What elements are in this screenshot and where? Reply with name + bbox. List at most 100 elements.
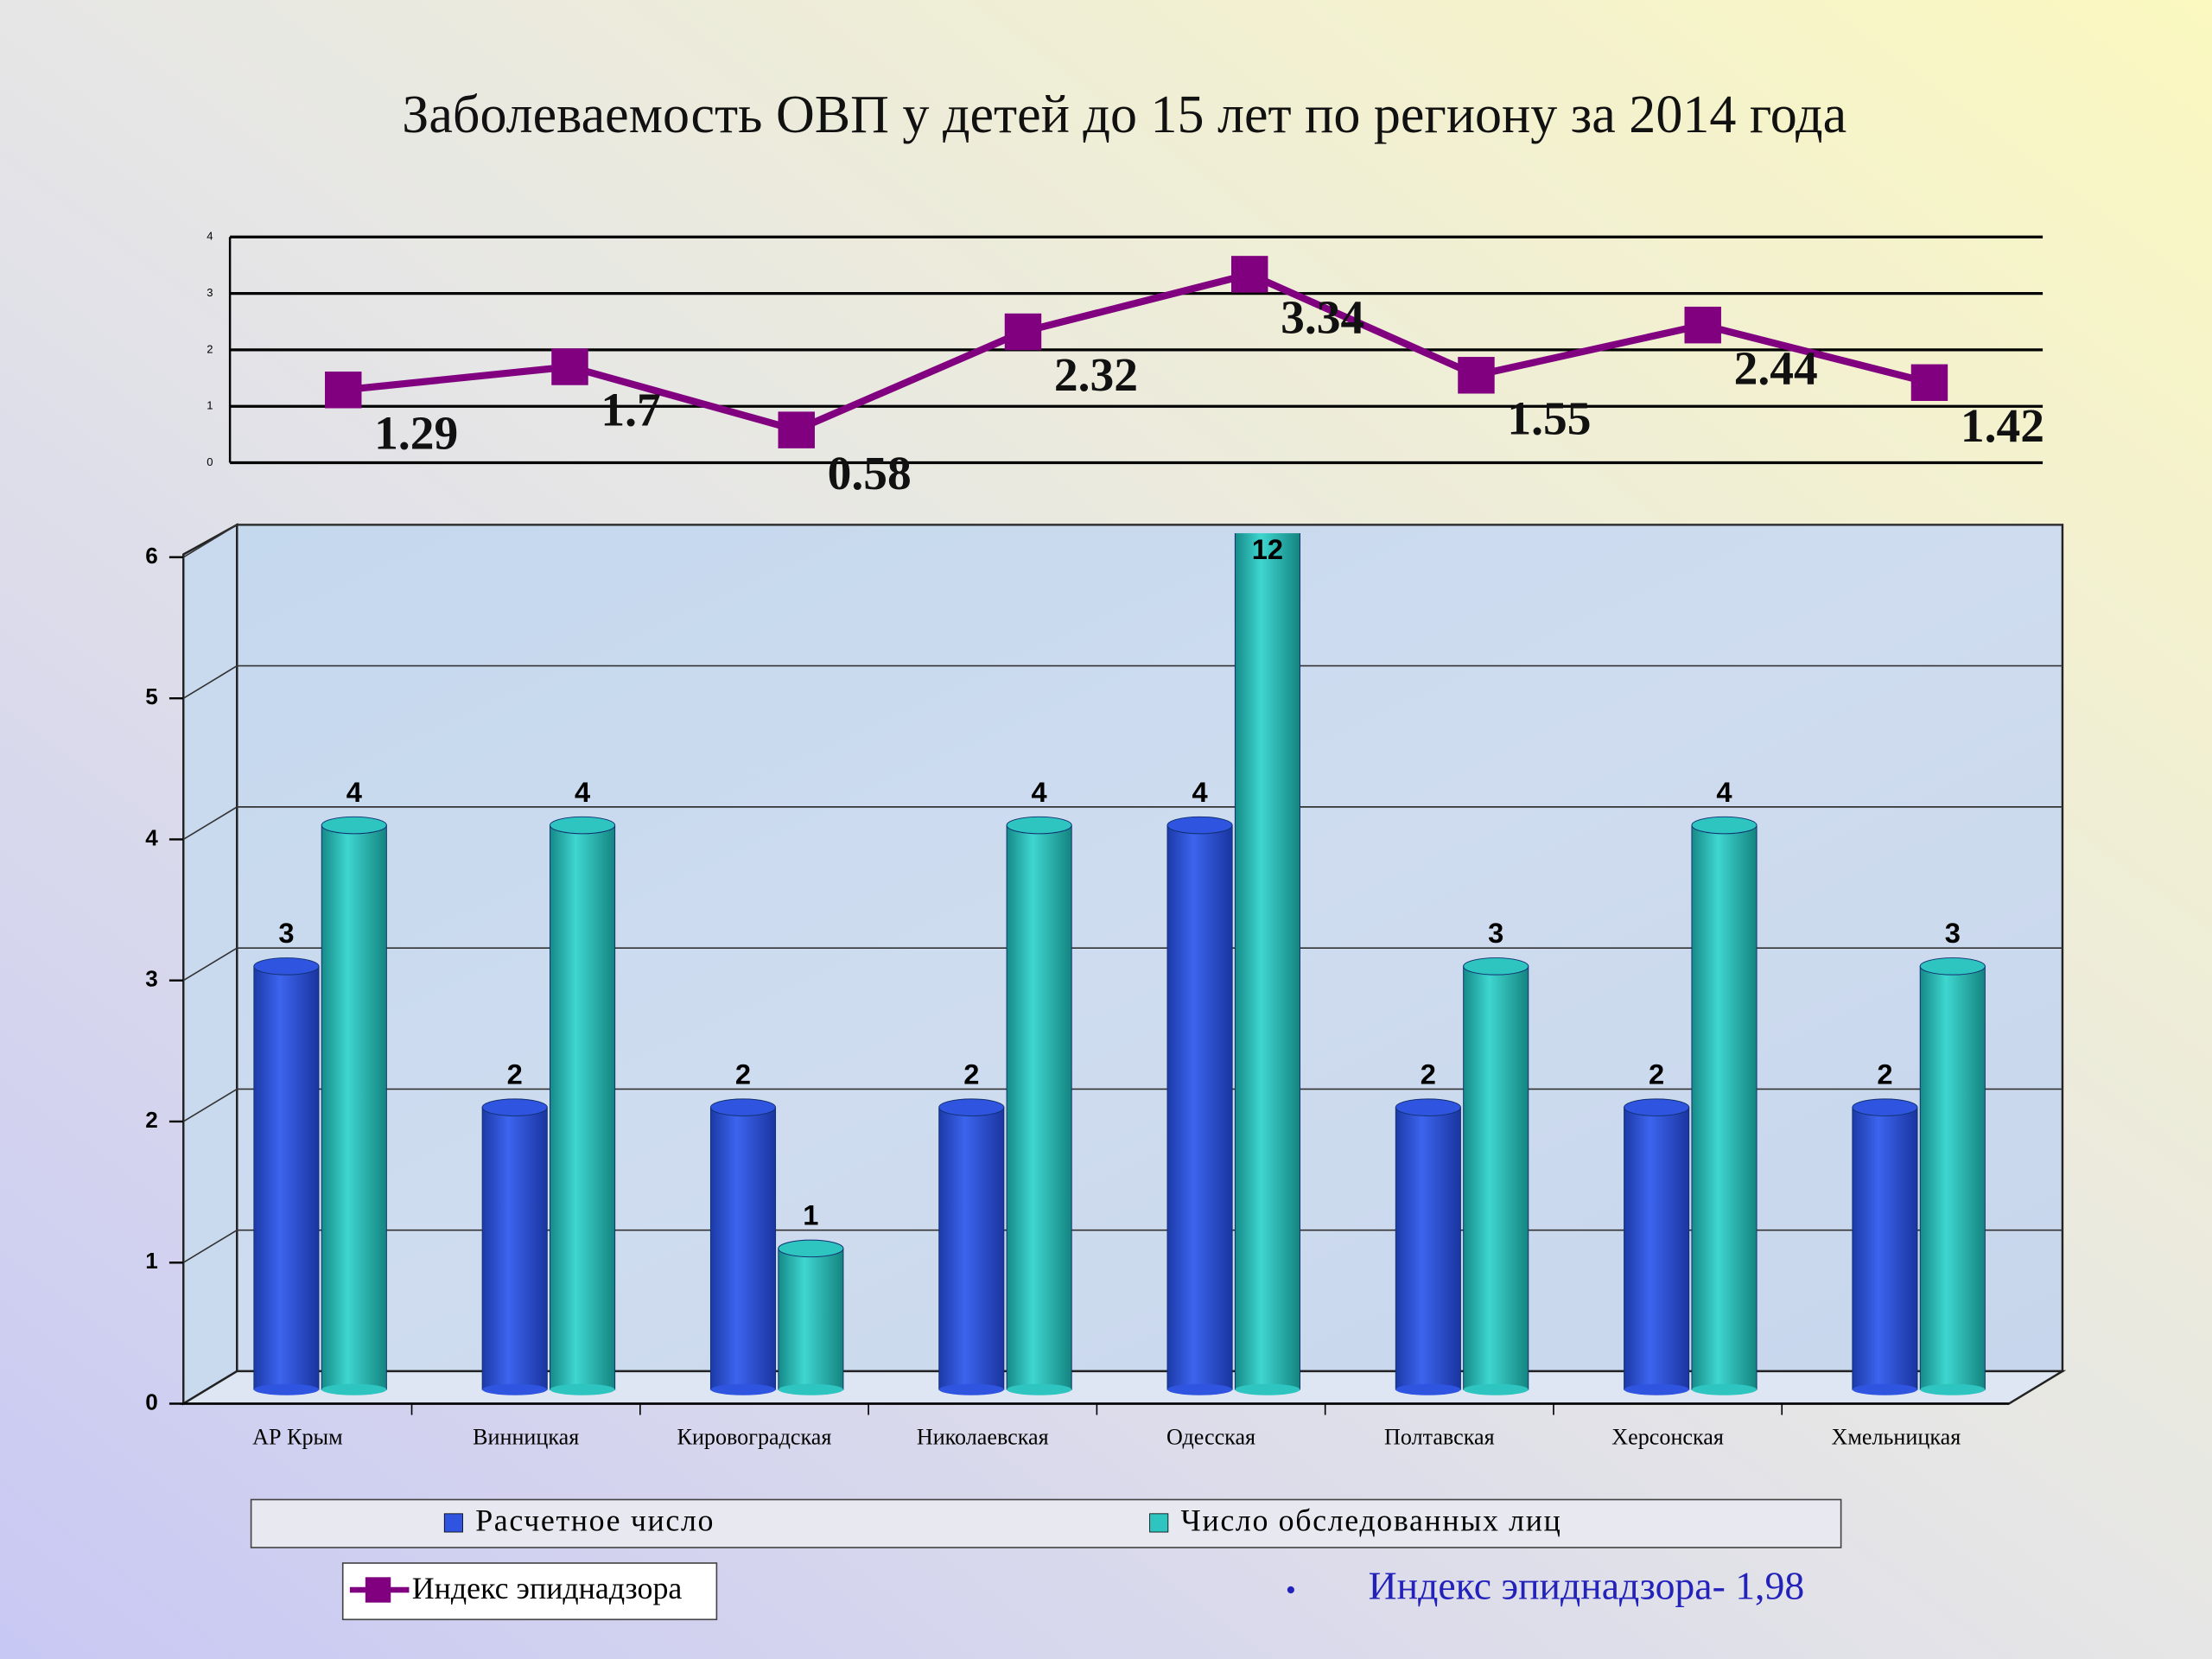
bar-body xyxy=(1691,824,1758,1390)
bar-top xyxy=(1463,957,1529,976)
bar-bottom xyxy=(321,1383,387,1395)
bar-top xyxy=(1919,957,1986,976)
bar xyxy=(709,1098,777,1395)
marker xyxy=(1004,313,1042,351)
data-label: 1.42 xyxy=(1961,400,2044,453)
data-label: 2 xyxy=(735,1058,751,1090)
bar-body xyxy=(1852,1107,1918,1390)
bar-body xyxy=(1624,1107,1690,1390)
marker xyxy=(551,348,588,385)
marker xyxy=(1231,256,1268,293)
legend-swatch xyxy=(1149,1513,1169,1533)
y-tick-label: 6 xyxy=(145,543,158,569)
bar-bottom xyxy=(1007,1383,1072,1395)
grid-line-side xyxy=(182,524,238,558)
grid-line-side xyxy=(182,806,238,841)
y-tick-label: 0 xyxy=(207,455,213,468)
data-label: 1.7 xyxy=(601,385,660,437)
bar xyxy=(938,1098,1005,1395)
marker xyxy=(778,411,815,448)
bar-body xyxy=(481,1107,548,1390)
bar-bottom xyxy=(1920,1383,1986,1395)
note-bullet xyxy=(1287,1586,1294,1594)
bar-bottom xyxy=(482,1383,548,1395)
bar-body xyxy=(253,965,320,1390)
data-label: 4 xyxy=(1716,776,1732,808)
data-label: 0.58 xyxy=(828,448,912,500)
bar-bottom xyxy=(1463,1383,1529,1395)
bar xyxy=(321,816,387,1395)
marker xyxy=(1910,364,1948,402)
bar-top xyxy=(1691,816,1758,835)
bars xyxy=(253,533,1986,1395)
bar-bottom xyxy=(1852,1383,1917,1395)
marker xyxy=(1684,306,1721,344)
bar xyxy=(550,816,616,1395)
bar-top xyxy=(938,1098,1005,1116)
data-label: 3 xyxy=(1488,917,1503,949)
y-tick-label: 2 xyxy=(207,342,213,355)
floor xyxy=(179,1370,2067,1405)
legend-marker xyxy=(365,1577,391,1603)
legend-label: Число обследованных лиц xyxy=(1181,1503,1562,1537)
bar-body xyxy=(938,1107,1005,1390)
bar-top xyxy=(1852,1098,1918,1116)
y-tick-label: 5 xyxy=(145,683,158,709)
bar xyxy=(778,1239,844,1395)
marker xyxy=(325,372,362,409)
y-tick-label: 1 xyxy=(145,1248,158,1274)
grid-line-side xyxy=(182,947,238,982)
data-label: 4 xyxy=(346,776,362,808)
legend xyxy=(250,1498,1842,1548)
x-tick-label: Винницкая xyxy=(473,1424,579,1449)
bar xyxy=(481,1098,548,1395)
data-label: 3.34 xyxy=(1281,292,1364,345)
legend-label: Индекс эпиднадзора xyxy=(412,1571,683,1605)
data-label: 1 xyxy=(803,1199,818,1231)
y-tick-label: 3 xyxy=(207,286,213,299)
bar-top xyxy=(253,957,320,976)
bar-bottom xyxy=(1691,1383,1758,1395)
bar xyxy=(1006,816,1072,1395)
data-label: 1.55 xyxy=(1507,393,1591,446)
bar-body xyxy=(1919,965,1986,1390)
grid-line-side xyxy=(182,1229,238,1263)
bar xyxy=(1395,1098,1461,1395)
data-label: 4 xyxy=(1192,776,1207,808)
y-tick-label: 0 xyxy=(145,1389,158,1414)
bar xyxy=(1624,1098,1690,1395)
y-tick-label: 1 xyxy=(207,399,213,412)
data-label: 12 xyxy=(1252,533,1283,565)
marker xyxy=(1458,357,1495,394)
x-tick-label: Одесская xyxy=(1166,1424,1255,1449)
bar-body xyxy=(1166,824,1233,1390)
bar xyxy=(253,957,320,1395)
x-tick-label: Хмельницкая xyxy=(1832,1424,1961,1449)
line xyxy=(342,270,1930,434)
data-label: 2.32 xyxy=(1054,349,1138,402)
bar xyxy=(1919,957,1986,1395)
data-label: 4 xyxy=(1032,776,1047,808)
bar-body xyxy=(778,1248,844,1390)
data-label: 2 xyxy=(1877,1058,1892,1090)
bar-body xyxy=(1006,824,1072,1390)
bar xyxy=(1691,816,1758,1395)
note: Индекс эпиднадзора- 1,98 xyxy=(1369,1563,1805,1607)
chart-title: Заболеваемость ОВП у детей до 15 лет по … xyxy=(402,86,1847,144)
legend-swatch xyxy=(443,1513,463,1533)
bar-bottom xyxy=(1167,1383,1233,1395)
bar-body xyxy=(550,824,616,1390)
bar xyxy=(1166,816,1233,1395)
data-label: 2 xyxy=(1649,1058,1664,1090)
x-tick-label: Николаевская xyxy=(917,1424,1049,1449)
data-label: 3 xyxy=(278,917,294,949)
bar-top xyxy=(1166,816,1233,835)
bar-bottom xyxy=(710,1383,776,1395)
grid-line-side xyxy=(182,1088,238,1122)
data-label: 2 xyxy=(963,1058,979,1090)
bar-body xyxy=(321,824,387,1390)
x-tick-label: Кировоградская xyxy=(677,1424,832,1449)
data-label: 2 xyxy=(507,1058,523,1090)
